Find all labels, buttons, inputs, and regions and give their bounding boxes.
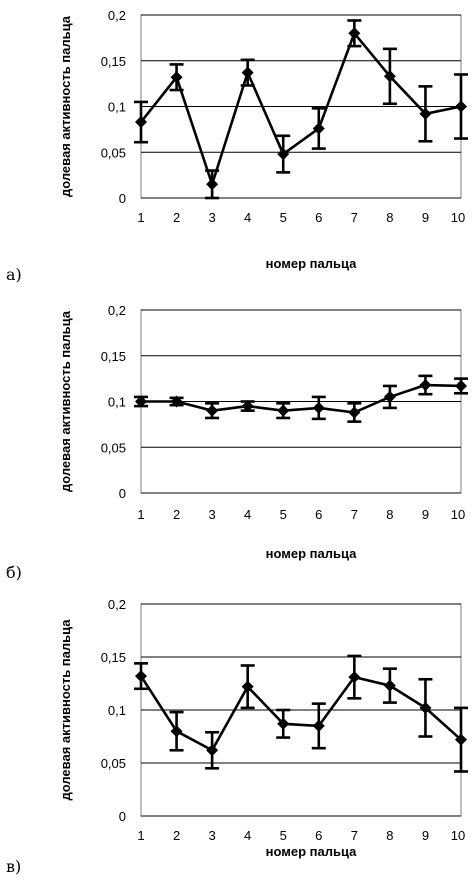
data-point (455, 100, 467, 113)
x-tick-label: 8 (386, 828, 393, 843)
x-tick-label: 1 (137, 210, 144, 225)
y-axis-title: долевая активность пальца (58, 310, 73, 492)
x-axis-title: номер пальца (266, 256, 358, 271)
x-tick-label: 5 (280, 828, 287, 843)
data-point (170, 725, 183, 738)
x-tick-label: 8 (386, 210, 393, 225)
x-tick-label: 3 (208, 828, 215, 843)
data-point (419, 107, 432, 120)
x-tick-label: 6 (315, 828, 322, 843)
data-point (419, 379, 432, 392)
x-tick-label: 6 (315, 210, 322, 225)
series-line (139, 675, 462, 752)
y-axis-title: долевая активность пальца (58, 15, 73, 197)
x-tick-label: 2 (173, 210, 180, 225)
data-point (135, 395, 147, 408)
data-point (206, 744, 219, 757)
x-tick-label: 9 (422, 210, 429, 225)
data-point (312, 122, 325, 135)
data-point (455, 379, 467, 392)
x-tick-label: 8 (386, 507, 393, 522)
x-tick-label: 1 (137, 828, 144, 843)
data-point (312, 719, 325, 732)
x-tick-label: 4 (244, 507, 251, 522)
y-tick-label: 0 (119, 486, 126, 501)
data-point (383, 679, 396, 692)
y-tick-label: 0,05 (101, 756, 126, 771)
data-point (277, 148, 290, 161)
y-tick-label: 0,2 (108, 8, 126, 23)
y-tick-label: 0 (119, 809, 126, 824)
x-tick-label: 10 (451, 210, 465, 225)
x-tick-label: 2 (173, 507, 180, 522)
data-point (241, 66, 254, 79)
panel-label: б) (6, 563, 22, 582)
data-point (383, 70, 396, 83)
x-axis-title: номер пальца (266, 844, 358, 859)
y-tick-label: 0,2 (108, 303, 126, 318)
data-point (277, 404, 290, 417)
y-tick-label: 0,2 (108, 597, 126, 612)
x-tick-label: 2 (173, 828, 180, 843)
series-line (139, 31, 462, 186)
data-point (206, 404, 219, 417)
x-tick-label: 9 (422, 828, 429, 843)
data-point (277, 717, 290, 730)
y-tick-label: 0,15 (101, 349, 126, 364)
x-tick-label: 4 (244, 828, 251, 843)
y-tick-label: 0,15 (101, 650, 126, 665)
data-point (135, 116, 147, 129)
x-tick-label: 6 (315, 507, 322, 522)
x-tick-label: 9 (422, 507, 429, 522)
x-tick-label: 1 (137, 507, 144, 522)
chart-2: 0 0,05 0,1 0,15 0,2 1 2 3 4 5 6 7 8 9 10 номер пальца до… (6, 303, 468, 582)
data-point (348, 27, 361, 40)
data-point (241, 400, 254, 413)
data-point (241, 680, 254, 693)
y-tick-label: 0 (119, 191, 126, 206)
x-tick-label: 10 (451, 507, 465, 522)
chart-1: 0 0,05 0,1 0,15 0,2 1 2 3 4 5 6 7 8 9 10 номер пальца до… (6, 8, 468, 284)
x-tick-label: 7 (351, 507, 358, 522)
panel-label: в) (6, 857, 21, 876)
data-point (170, 395, 183, 408)
y-tick-label: 0,05 (101, 440, 126, 455)
x-tick-label: 10 (451, 828, 465, 843)
x-tick-label: 5 (280, 210, 287, 225)
data-point (170, 71, 183, 84)
data-point (383, 390, 396, 403)
x-tick-label: 3 (208, 507, 215, 522)
data-point (455, 733, 467, 746)
data-point (348, 406, 361, 419)
data-point (206, 178, 219, 191)
data-point (135, 670, 147, 683)
x-tick-label: 4 (244, 210, 251, 225)
x-axis-title: номер пальца (266, 546, 358, 561)
x-tick-label: 7 (351, 210, 358, 225)
y-tick-label: 0,1 (108, 100, 126, 115)
data-point (312, 401, 325, 414)
data-point (348, 671, 361, 684)
y-tick-label: 0,1 (108, 703, 126, 718)
y-tick-label: 0,1 (108, 395, 126, 410)
data-point (419, 701, 432, 714)
x-tick-label: 3 (208, 210, 215, 225)
panel-label: а) (6, 265, 22, 284)
x-tick-label: 5 (280, 507, 287, 522)
y-axis-title: долевая активность пальца (58, 619, 73, 801)
series-line (141, 383, 462, 414)
chart-3: 0 0,05 0,1 0,15 0,2 1 2 3 4 5 6 7 8 9 10 номер пальца до… (6, 597, 468, 876)
y-tick-label: 0,15 (101, 54, 126, 69)
y-tick-label: 0,05 (101, 145, 126, 160)
x-tick-label: 7 (351, 828, 358, 843)
